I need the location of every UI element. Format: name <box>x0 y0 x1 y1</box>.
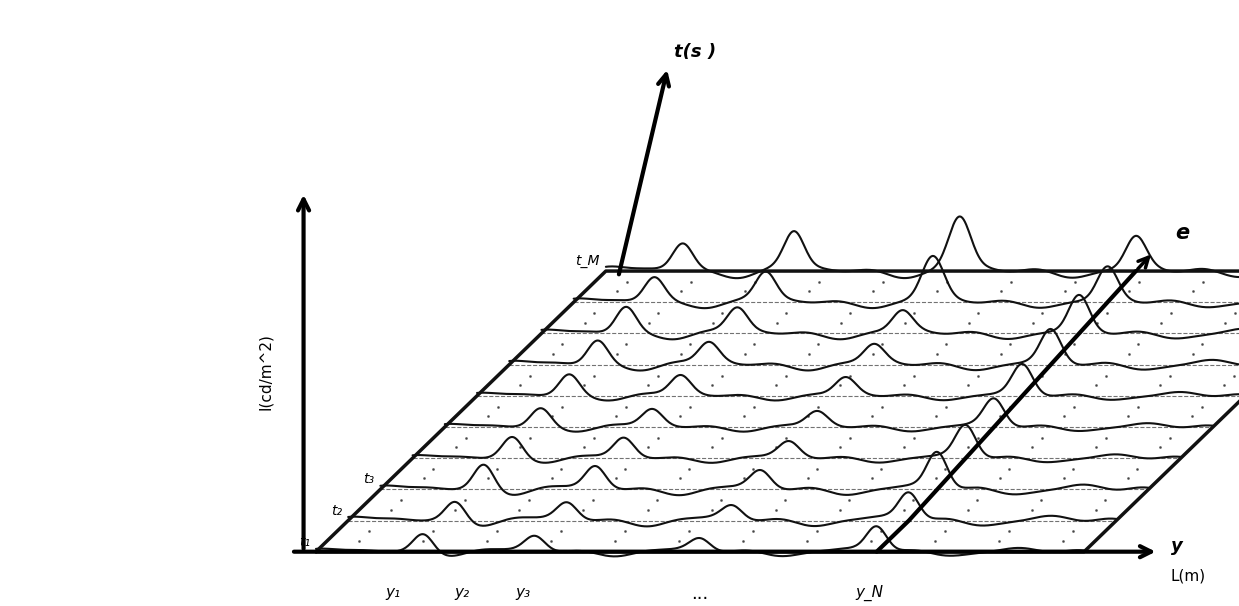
Text: t_M: t_M <box>575 254 600 268</box>
Text: ...: ... <box>691 585 709 603</box>
Text: t₃: t₃ <box>363 472 374 487</box>
Text: y_N: y_N <box>855 585 883 601</box>
Text: t₂: t₂ <box>331 504 342 518</box>
Text: y: y <box>1171 537 1182 554</box>
Text: I(cd/m^2): I(cd/m^2) <box>258 333 273 410</box>
Text: e: e <box>1176 224 1189 244</box>
Text: t(s ): t(s ) <box>674 43 716 61</box>
Text: y₂: y₂ <box>455 585 470 600</box>
Text: t₁: t₁ <box>299 534 310 548</box>
Text: y₃: y₃ <box>515 585 532 600</box>
Text: y₁: y₁ <box>385 585 400 600</box>
Text: L(m): L(m) <box>1171 568 1206 583</box>
